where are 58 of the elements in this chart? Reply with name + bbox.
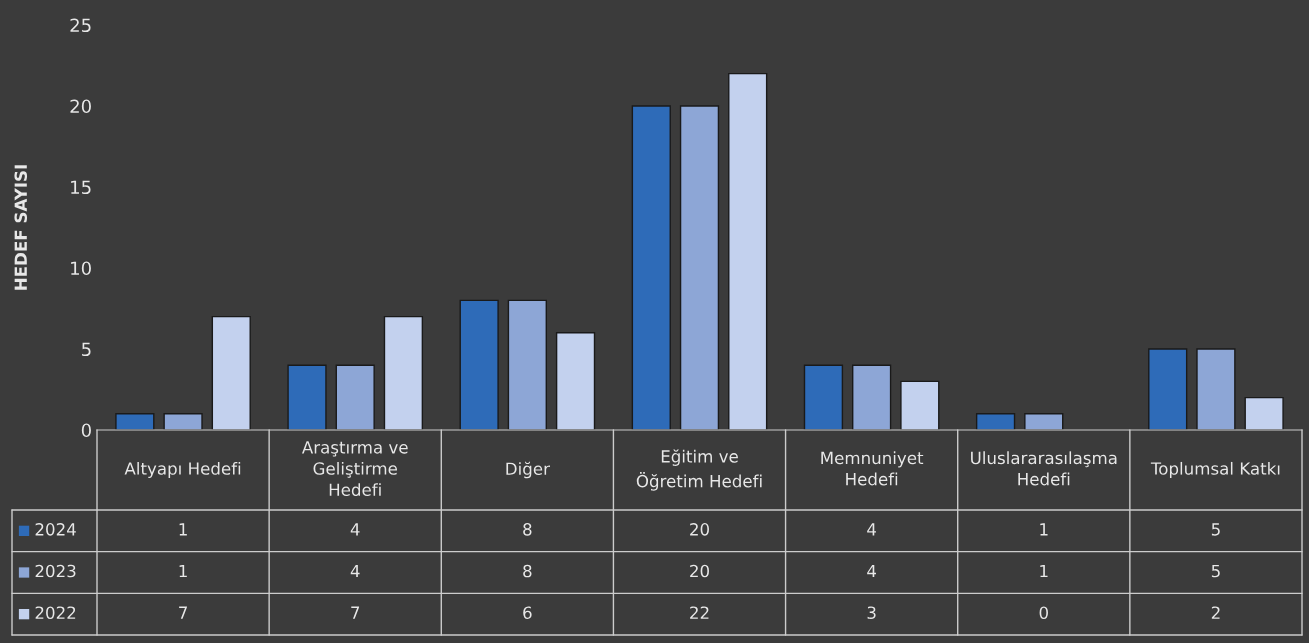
- x-tick-label: Uluslararasılaşma Hedefi: [971, 451, 1117, 486]
- bar: [728, 72, 768, 430]
- y-tick-label: 25: [70, 18, 91, 33]
- y-axis-title: HEDEF SAYISI: [14, 165, 28, 290]
- bar: [163, 413, 203, 430]
- bar: [507, 299, 547, 430]
- legend-label: 2024: [35, 523, 76, 536]
- data-label: 1: [1040, 564, 1048, 578]
- data-label: 3: [867, 606, 876, 619]
- x-tick-label: Altyapı Hedefi: [124, 461, 241, 479]
- data-label: 6: [523, 606, 532, 619]
- bar: [211, 315, 251, 430]
- x-tick-label: Toplumsal Katkı: [1150, 461, 1280, 479]
- data-label: 7: [179, 606, 187, 619]
- bar: [852, 364, 892, 430]
- y-tick-label: 5: [82, 342, 91, 357]
- data-label: 1: [179, 564, 187, 578]
- data-label: 1: [1040, 523, 1048, 536]
- x-tick-label: Eğitim ve Öğretim Hedefi: [636, 449, 762, 491]
- bar: [679, 105, 720, 430]
- y-tick-label: 0: [81, 423, 91, 438]
- data-label: 4: [867, 564, 877, 578]
- bar: [555, 332, 596, 430]
- y-tick-label: 10: [71, 261, 91, 276]
- y-tick-label: 20: [70, 99, 91, 114]
- data-label: 4: [867, 523, 877, 536]
- data-label: 4: [350, 564, 360, 578]
- data-label: 20: [690, 523, 709, 536]
- bar: [803, 364, 844, 430]
- bar: [1148, 348, 1188, 430]
- bar: [335, 364, 375, 430]
- data-label: 1: [179, 523, 187, 536]
- data-label: 4: [350, 523, 360, 536]
- legend-label: 2023: [35, 564, 76, 578]
- y-tick-label: 15: [71, 180, 91, 195]
- bar: [115, 413, 155, 430]
- bar: [975, 413, 1016, 430]
- bar: [900, 380, 940, 430]
- data-label: 5: [1211, 523, 1220, 536]
- bar: [631, 105, 671, 430]
- bar: [383, 315, 424, 430]
- data-label: 2: [1211, 606, 1220, 619]
- x-tick-label: Araştırma ve Geliştirme Hedefi: [301, 441, 408, 497]
- data-label: 22: [690, 606, 709, 619]
- data-label: 0: [1039, 606, 1048, 619]
- bar: [1024, 413, 1064, 430]
- data-label: 7: [351, 606, 360, 619]
- data-label: 8: [523, 564, 532, 578]
- x-tick-label: Diğer: [506, 461, 550, 479]
- data-label: 5: [1211, 564, 1220, 578]
- x-tick-label: Memnuniyet Hedefi: [821, 451, 924, 486]
- bar: [287, 364, 327, 430]
- legend-label: 2022: [35, 606, 76, 619]
- bar: [459, 299, 499, 430]
- data-label: 8: [523, 523, 532, 536]
- bar: [1196, 348, 1236, 430]
- data-label: 20: [690, 564, 709, 578]
- bar: [1244, 396, 1284, 430]
